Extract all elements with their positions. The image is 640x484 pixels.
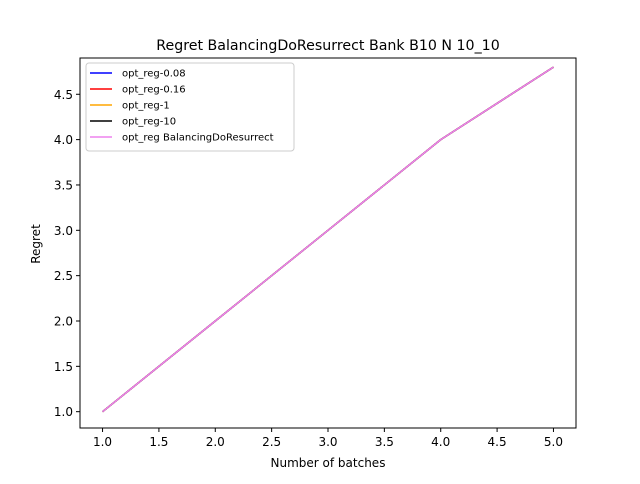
axes-frame	[79, 57, 577, 429]
x-tick-label: 1.5	[149, 435, 168, 449]
legend-box	[85, 62, 295, 152]
x-tick-label: 3.0	[318, 435, 337, 449]
y-tick-label: 1.5	[54, 360, 73, 374]
y-tick-label: 4.5	[54, 88, 73, 102]
x-tick-label: 1.0	[93, 435, 112, 449]
series-line-4	[102, 66, 554, 413]
x-tick-label: 3.5	[375, 435, 394, 449]
x-tick-label: 5.0	[544, 435, 563, 449]
y-tick-label: 4.0	[54, 133, 73, 147]
y-tick-label: 1.0	[54, 405, 73, 419]
x-axis: 1.0 1.5 2.0 2.5 3.0 3.5 4.0 4.5 5.0	[93, 428, 563, 449]
chart-title: Regret BalancingDoResurrect Bank B10 N 1…	[156, 38, 499, 54]
plot-area	[102, 66, 554, 413]
x-tick-label: 2.5	[262, 435, 281, 449]
y-tick-label: 3.0	[54, 224, 73, 238]
legend-label-0: opt_reg-0.08	[122, 69, 186, 80]
legend-label-1: opt_reg-0.16	[122, 85, 186, 96]
legend: opt_reg-0.08 opt_reg-0.16 opt_reg-1 opt_reg…	[85, 62, 295, 152]
legend-label-2: opt_reg-1	[122, 101, 170, 112]
y-axis: 1.0 1.5 2.0 2.5 3.0 3.5 4.0 4.5	[54, 88, 80, 419]
y-tick-label: 2.0	[54, 314, 73, 328]
x-tick-label: 4.5	[488, 435, 507, 449]
legend-label-3: opt_reg-10	[122, 117, 176, 128]
x-tick-label: 2.0	[206, 435, 225, 449]
x-tick-label: 4.0	[431, 435, 450, 449]
legend-label-4: opt_reg BalancingDoResurrect	[122, 133, 274, 144]
x-axis-label: Number of batches	[271, 456, 386, 470]
y-tick-label: 2.5	[54, 269, 73, 283]
y-tick-label: 3.5	[54, 178, 73, 192]
y-axis-label: Regret	[29, 224, 43, 264]
